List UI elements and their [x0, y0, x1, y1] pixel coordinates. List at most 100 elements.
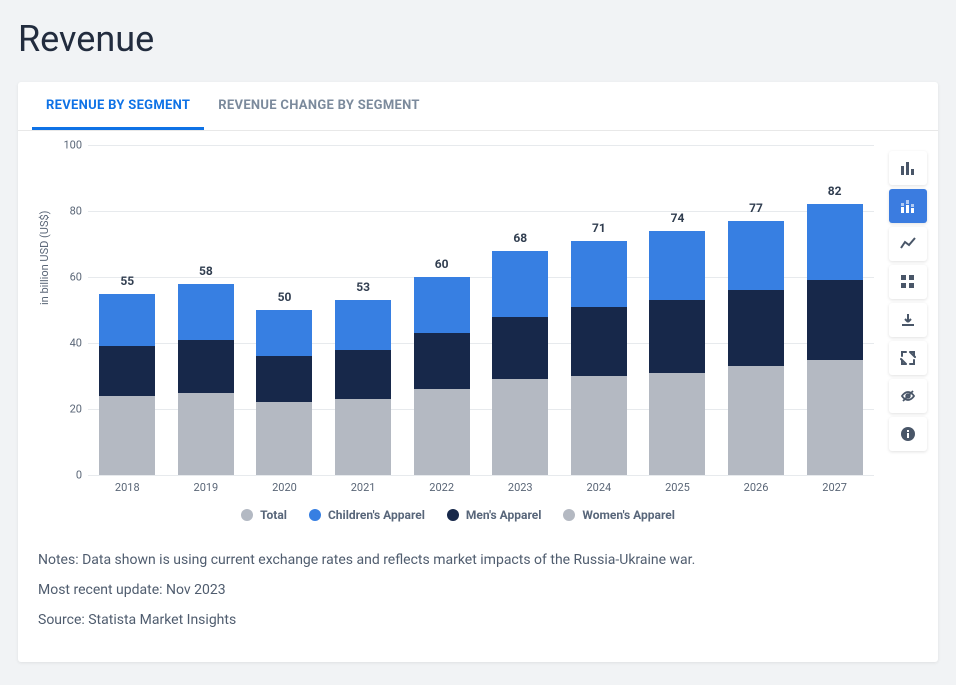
fullscreen-icon[interactable] — [889, 341, 927, 375]
legend-item[interactable]: Total — [241, 508, 287, 522]
bar-stack[interactable] — [99, 294, 155, 475]
info-icon[interactable] — [889, 417, 927, 451]
x-tick: 2020 — [256, 481, 312, 494]
bar-segment[interactable] — [492, 251, 548, 317]
bar-stack[interactable] — [807, 204, 863, 475]
bar-segment[interactable] — [807, 360, 863, 476]
eye-off-icon[interactable] — [889, 379, 927, 413]
bar-column: 58 — [178, 145, 234, 475]
y-tick: 80 — [54, 205, 82, 218]
legend-label: Men's Apparel — [466, 508, 542, 522]
x-tick: 2024 — [571, 481, 627, 494]
y-tick: 60 — [54, 271, 82, 284]
bar-segment[interactable] — [256, 356, 312, 402]
bar-segment[interactable] — [492, 317, 548, 380]
legend-item[interactable]: Children's Apparel — [309, 508, 425, 522]
bar-segment[interactable] — [807, 280, 863, 359]
bar-stack[interactable] — [571, 241, 627, 475]
bar-stack[interactable] — [649, 231, 705, 475]
bar-total-label: 82 — [807, 184, 863, 198]
bar-stack[interactable] — [335, 300, 391, 475]
y-tick: 40 — [54, 337, 82, 350]
bar-segment[interactable] — [99, 396, 155, 475]
bar-segment[interactable] — [728, 290, 784, 366]
bar-total-label: 68 — [492, 231, 548, 245]
bar-stack[interactable] — [492, 251, 548, 475]
y-tick: 100 — [54, 139, 82, 152]
chart-card: REVENUE BY SEGMENTREVENUE CHANGE BY SEGM… — [18, 82, 938, 662]
bar-column: 74 — [649, 145, 705, 475]
bar-column: 82 — [807, 145, 863, 475]
notes-line: Notes: Data shown is using current excha… — [38, 552, 918, 568]
bars-row: 555850 53 60 68 71 74 77 82 — [88, 145, 874, 475]
chart-wrap: in billion USD (US$) 0204060801005558505… — [18, 131, 938, 536]
y-axis-label: in billion USD (US$) — [38, 211, 51, 305]
bar-segment[interactable] — [256, 310, 312, 356]
bar-segment[interactable] — [414, 389, 470, 475]
line-chart-icon[interactable] — [889, 227, 927, 261]
chart-notes: Notes: Data shown is using current excha… — [18, 536, 938, 662]
bar-segment[interactable] — [335, 399, 391, 475]
bar-segment[interactable] — [649, 231, 705, 300]
bar-segment[interactable] — [335, 300, 391, 350]
bar-segment[interactable] — [256, 402, 312, 475]
x-ticks: 2018201920202021202220232024202520262027 — [88, 475, 874, 494]
bar-stack[interactable] — [256, 310, 312, 475]
bar-segment[interactable] — [728, 366, 784, 475]
stacked-bar-icon[interactable] — [889, 189, 927, 223]
legend-label: Total — [260, 508, 287, 522]
legend-swatch — [241, 509, 253, 521]
bar-segment[interactable] — [492, 379, 548, 475]
x-tick: 2026 — [728, 481, 784, 494]
legend-label: Women's Apparel — [582, 508, 674, 522]
notes-source: Source: Statista Market Insights — [38, 612, 918, 628]
bar-segment[interactable] — [807, 204, 863, 280]
bar-total-label: 71 — [571, 221, 627, 235]
tab-0[interactable]: REVENUE BY SEGMENT — [32, 82, 204, 130]
bar-segment[interactable] — [728, 221, 784, 290]
bar-column: 77 — [728, 145, 784, 475]
tabs: REVENUE BY SEGMENTREVENUE CHANGE BY SEGM… — [18, 82, 938, 131]
legend-swatch — [563, 509, 575, 521]
bar-segment[interactable] — [571, 307, 627, 376]
x-tick: 2019 — [178, 481, 234, 494]
legend-label: Children's Apparel — [328, 508, 425, 522]
bar-total-label: 60 — [414, 257, 470, 271]
bar-segment[interactable] — [414, 277, 470, 333]
grid-icon[interactable] — [889, 265, 927, 299]
x-tick: 2018 — [99, 481, 155, 494]
bar-segment[interactable] — [571, 241, 627, 307]
bar-total-label: 53 — [335, 280, 391, 294]
bar-total-label: 77 — [728, 201, 784, 215]
x-tick: 2022 — [414, 481, 470, 494]
notes-update: Most recent update: Nov 2023 — [38, 582, 918, 598]
bar-total-label: 74 — [649, 211, 705, 225]
bar-segment[interactable] — [178, 284, 234, 340]
bar-stack[interactable] — [414, 277, 470, 475]
bar-segment[interactable] — [649, 373, 705, 475]
bar-stack[interactable] — [178, 284, 234, 475]
bar-segment[interactable] — [99, 346, 155, 396]
bar-segment[interactable] — [99, 294, 155, 347]
legend-swatch — [309, 509, 321, 521]
chart-toolbar — [884, 145, 932, 530]
bar-column: 50 — [256, 145, 312, 475]
bar-column: 55 — [99, 145, 155, 475]
bar-segment[interactable] — [414, 333, 470, 389]
legend-item[interactable]: Men's Apparel — [447, 508, 542, 522]
bar-chart-icon[interactable] — [889, 151, 927, 185]
bar-segment[interactable] — [571, 376, 627, 475]
tab-1[interactable]: REVENUE CHANGE BY SEGMENT — [204, 82, 433, 130]
legend-item[interactable]: Women's Apparel — [563, 508, 674, 522]
bar-segment[interactable] — [649, 300, 705, 373]
page-title: Revenue — [0, 0, 956, 74]
bar-segment[interactable] — [178, 340, 234, 393]
bar-column: 68 — [492, 145, 548, 475]
chart-area: in billion USD (US$) 0204060801005558505… — [32, 145, 884, 530]
y-tick: 0 — [54, 469, 82, 482]
y-tick: 20 — [54, 403, 82, 416]
bar-segment[interactable] — [178, 393, 234, 476]
download-icon[interactable] — [889, 303, 927, 337]
bar-segment[interactable] — [335, 350, 391, 400]
bar-stack[interactable] — [728, 221, 784, 475]
